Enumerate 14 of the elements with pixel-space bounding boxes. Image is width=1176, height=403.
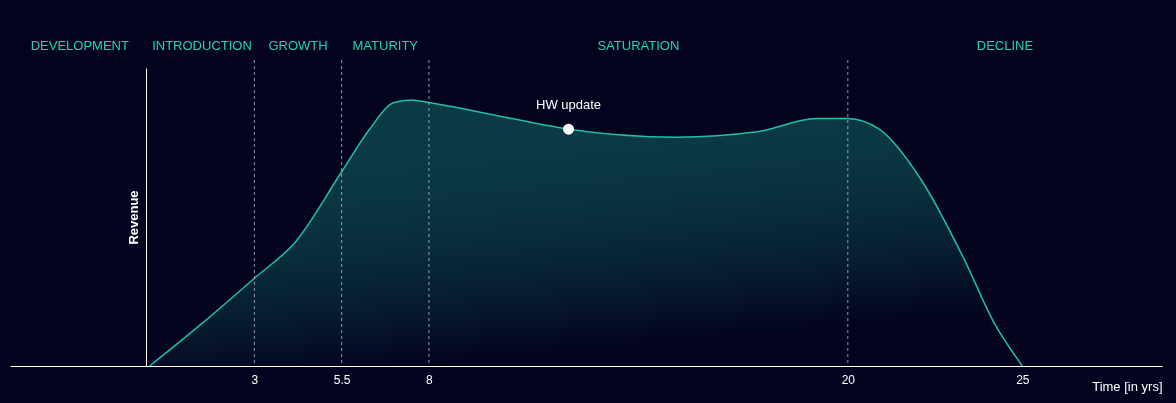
y-axis-title: Revenue: [125, 190, 141, 245]
text: SATURATION: [597, 38, 680, 53]
x-tick-label: 20: [841, 372, 856, 387]
annotation: HW update: [536, 97, 602, 113]
text: DEVELOPMENT: [30, 38, 129, 53]
text: INTRODUCTION: [152, 38, 252, 53]
text: GROWTH: [268, 38, 328, 53]
text: DECLINE: [976, 38, 1034, 53]
x-tick-label: 8: [426, 372, 434, 387]
x-tick-label: 5.5: [333, 372, 351, 387]
x-tick-label: 3: [251, 372, 259, 387]
x-tick-label: 25: [1016, 372, 1030, 387]
x-axis-title: Time [in yrs]: [1092, 378, 1163, 394]
text: MATURITY: [352, 38, 419, 53]
